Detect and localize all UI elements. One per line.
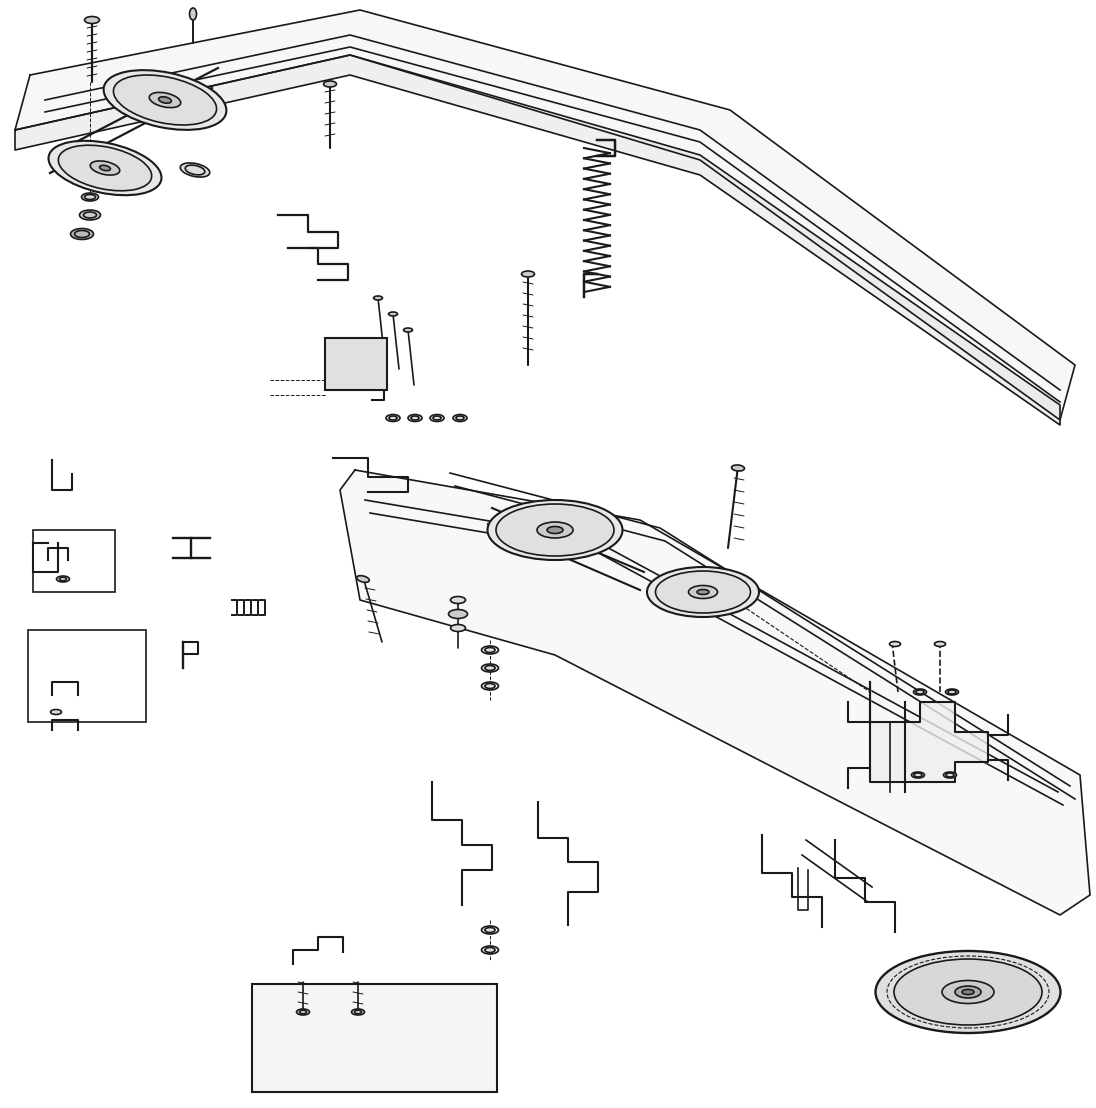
Ellipse shape [100, 165, 111, 171]
Ellipse shape [374, 296, 383, 300]
Ellipse shape [944, 772, 957, 778]
Ellipse shape [481, 646, 499, 654]
Ellipse shape [962, 989, 974, 995]
Ellipse shape [481, 683, 499, 690]
Polygon shape [870, 683, 987, 782]
Ellipse shape [430, 414, 444, 421]
Ellipse shape [159, 96, 171, 103]
Ellipse shape [453, 414, 467, 421]
Bar [28, 630, 146, 722]
Ellipse shape [80, 211, 101, 220]
Ellipse shape [488, 500, 623, 560]
Ellipse shape [450, 596, 466, 604]
Ellipse shape [481, 664, 499, 671]
Ellipse shape [180, 163, 209, 177]
Ellipse shape [890, 642, 901, 646]
Ellipse shape [481, 926, 499, 934]
Ellipse shape [149, 92, 181, 107]
Ellipse shape [58, 145, 151, 191]
Ellipse shape [81, 193, 99, 201]
Ellipse shape [323, 81, 336, 88]
Ellipse shape [876, 951, 1061, 1033]
Ellipse shape [697, 589, 709, 595]
Ellipse shape [84, 17, 100, 23]
Ellipse shape [522, 271, 535, 277]
Ellipse shape [547, 526, 563, 533]
Ellipse shape [655, 571, 751, 613]
Ellipse shape [955, 986, 981, 998]
Ellipse shape [403, 328, 412, 332]
Ellipse shape [688, 585, 718, 598]
Ellipse shape [450, 625, 466, 632]
Ellipse shape [894, 960, 1042, 1025]
Ellipse shape [113, 75, 217, 125]
Ellipse shape [731, 465, 744, 471]
Ellipse shape [537, 522, 573, 538]
Ellipse shape [90, 161, 119, 175]
Bar [252, 984, 496, 1092]
Ellipse shape [386, 414, 400, 421]
Ellipse shape [388, 312, 398, 316]
Ellipse shape [408, 414, 422, 421]
Ellipse shape [448, 609, 468, 618]
Ellipse shape [104, 70, 227, 130]
Ellipse shape [481, 946, 499, 954]
Ellipse shape [647, 567, 760, 617]
Ellipse shape [912, 772, 925, 778]
Ellipse shape [50, 709, 61, 715]
Ellipse shape [190, 8, 196, 20]
Ellipse shape [297, 1009, 309, 1015]
Ellipse shape [941, 981, 994, 1004]
Polygon shape [15, 55, 1060, 425]
Ellipse shape [70, 228, 93, 239]
Ellipse shape [913, 689, 926, 695]
Bar [326, 338, 387, 390]
Polygon shape [340, 470, 1091, 915]
Ellipse shape [48, 141, 161, 195]
Ellipse shape [935, 642, 946, 646]
Ellipse shape [496, 504, 614, 556]
Bar [33, 530, 115, 592]
Ellipse shape [352, 1009, 365, 1015]
Ellipse shape [356, 576, 369, 583]
Polygon shape [15, 10, 1075, 420]
Ellipse shape [946, 689, 959, 695]
Ellipse shape [57, 576, 69, 582]
